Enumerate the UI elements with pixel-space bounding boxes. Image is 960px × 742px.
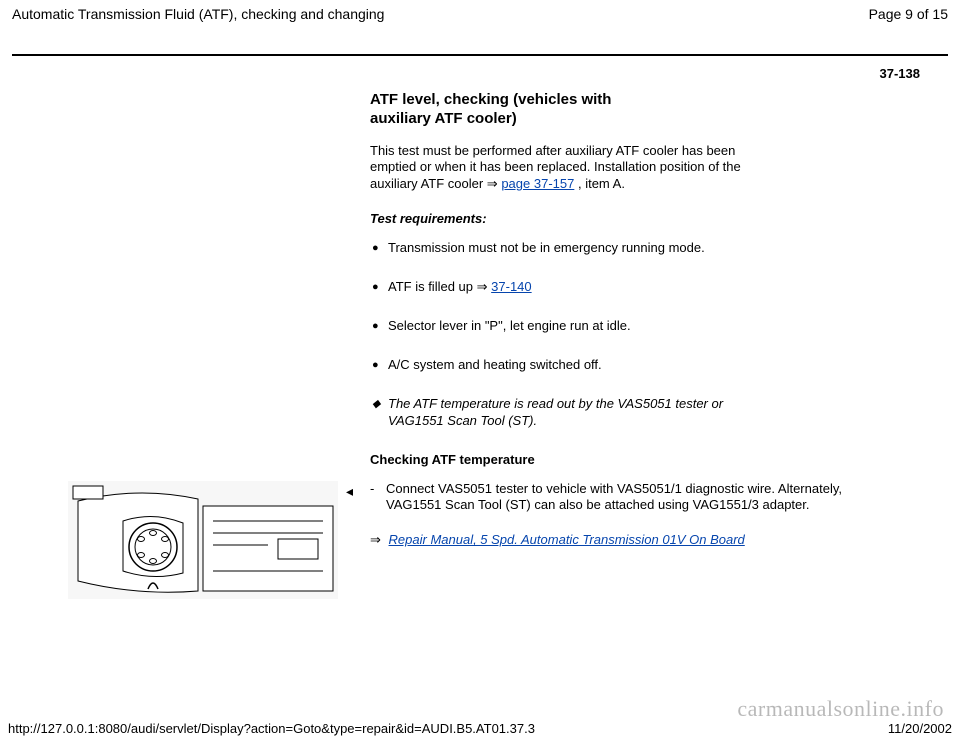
page-indicator: Page 9 of 15 — [869, 6, 948, 22]
intro-arrow: ⇒ — [487, 176, 498, 191]
ref-arrow-icon: ⇒ — [370, 532, 381, 549]
intro-text-b: , item A. — [578, 176, 625, 191]
watermark-text: carmanualsonline.info — [737, 696, 944, 722]
pointer-arrow-icon: ◂ — [346, 483, 353, 500]
diamond-bullet-icon: ◆ — [372, 397, 380, 411]
req-item-2: ● Selector lever in "P", let engine run … — [370, 318, 750, 335]
bullet-icon: ● — [372, 280, 379, 294]
req-text-2: Selector lever in "P", let engine run at… — [388, 318, 631, 333]
heading-line2: auxiliary ATF cooler) — [370, 110, 517, 127]
reference-link[interactable]: Repair Manual, 5 Spd. Automatic Transmis… — [389, 532, 745, 547]
req-item-1: ● ATF is filled up ⇒ 37-140 — [370, 279, 750, 296]
step-text-0: Connect VAS5051 tester to vehicle with V… — [386, 481, 842, 513]
section-heading: ATF level, checking (vehicles with auxil… — [370, 91, 910, 129]
req-text-1: ATF is filled up — [388, 279, 477, 294]
heading-line1: ATF level, checking (vehicles with — [370, 91, 611, 108]
req-item-3: ● A/C system and heating switched off. — [370, 357, 750, 374]
req-text-4: The ATF temperature is read out by the V… — [388, 396, 723, 428]
req-item-0: ● Transmission must not be in emergency … — [370, 240, 750, 257]
req-text-3: A/C system and heating switched off. — [388, 357, 602, 372]
dashboard-illustration — [68, 481, 338, 599]
footer-url: http://127.0.0.1:8080/audi/servlet/Displ… — [8, 721, 535, 736]
bullet-icon: ● — [372, 358, 379, 372]
bullet-icon: ● — [372, 241, 379, 255]
dashboard-svg — [68, 481, 338, 599]
footer-date: 11/20/2002 — [888, 721, 952, 736]
requirements-heading: Test requirements: — [370, 211, 910, 226]
dash-bullet: - — [370, 481, 374, 498]
check-temperature-heading: Checking ATF temperature — [370, 452, 910, 467]
step-item-0: - Connect VAS5051 tester to vehicle with… — [370, 481, 890, 515]
reference-line: ⇒ Repair Manual, 5 Spd. Automatic Transm… — [370, 532, 890, 549]
step-list: ◂ - Connect VAS5051 tester to vehicle wi… — [370, 481, 920, 550]
req-text-0: Transmission must not be in emergency ru… — [388, 240, 705, 255]
header-rule — [12, 54, 948, 56]
req-item-4: ◆ The ATF temperature is read out by the… — [370, 396, 750, 430]
requirements-list: ● Transmission must not be in emergency … — [370, 240, 910, 429]
intro-link[interactable]: page 37-157 — [501, 176, 574, 191]
page-code: 37-138 — [0, 60, 960, 91]
bullet-icon: ● — [372, 319, 379, 333]
intro-paragraph: This test must be performed after auxili… — [370, 143, 750, 194]
doc-title: Automatic Transmission Fluid (ATF), chec… — [12, 6, 384, 22]
req-link-1[interactable]: 37-140 — [491, 279, 531, 294]
req-link-arrow-1: ⇒ — [477, 279, 488, 294]
